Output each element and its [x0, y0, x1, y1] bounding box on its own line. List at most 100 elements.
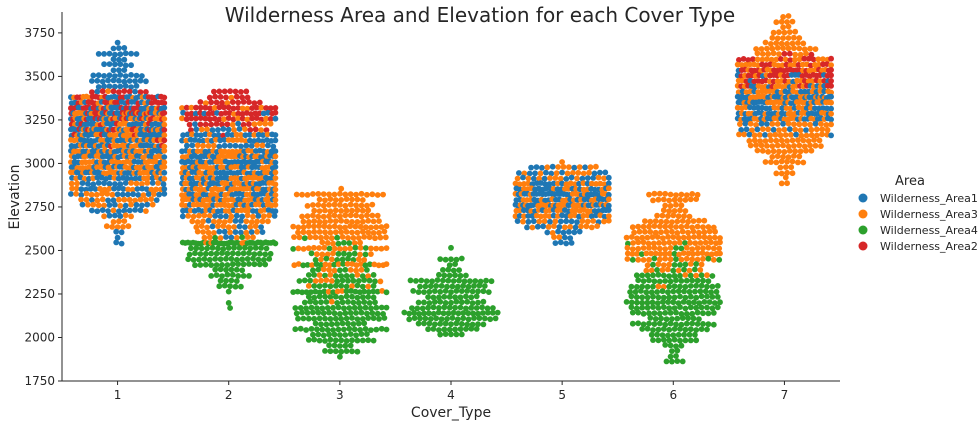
data-point: [359, 218, 366, 225]
data-point: [570, 170, 576, 176]
data-point: [204, 137, 211, 144]
data-point: [666, 273, 673, 279]
data-point: [188, 115, 195, 122]
data-point: [411, 315, 418, 321]
data-point: [133, 202, 140, 208]
data-point: [789, 137, 796, 144]
data-point: [311, 315, 318, 322]
data-point: [494, 309, 501, 316]
data-point: [74, 180, 80, 187]
data-point: [378, 224, 385, 230]
data-point: [458, 321, 465, 327]
data-points: [68, 13, 834, 365]
data-point: [120, 175, 126, 181]
data-point: [308, 326, 315, 332]
data-point: [414, 305, 421, 312]
data-point: [362, 326, 369, 332]
data-point: [665, 234, 671, 240]
data-point: [445, 310, 452, 317]
data-point: [364, 191, 370, 198]
data-point: [787, 57, 794, 63]
data-point: [350, 277, 357, 284]
data-point: [425, 304, 431, 311]
data-point: [353, 212, 359, 219]
data-point: [536, 218, 543, 225]
data-point: [544, 164, 551, 171]
data-point: [156, 191, 163, 198]
data-point: [774, 35, 781, 42]
data-point: [342, 332, 349, 338]
data-point: [476, 282, 483, 289]
data-point: [331, 267, 338, 274]
data-point: [526, 170, 533, 177]
data-point: [370, 315, 377, 322]
data-point: [243, 218, 250, 225]
data-point: [211, 115, 218, 122]
data-point: [546, 213, 553, 220]
data-point: [256, 120, 263, 127]
data-point: [346, 305, 353, 311]
data-point: [242, 244, 248, 251]
data-point: [189, 131, 195, 138]
data-point: [95, 72, 102, 79]
data-point: [738, 126, 745, 133]
data-point: [689, 310, 696, 317]
data-point: [702, 239, 709, 246]
data-point: [685, 229, 691, 236]
data-point: [153, 197, 160, 204]
data-point: [112, 51, 118, 58]
data-point: [762, 138, 769, 144]
data-point: [334, 288, 341, 295]
data-point: [115, 185, 122, 192]
data-point: [227, 283, 234, 290]
data-point: [698, 304, 705, 311]
data-point: [776, 51, 782, 57]
data-point: [225, 245, 232, 251]
data-point: [106, 83, 113, 90]
data-point: [450, 309, 457, 316]
data-point: [705, 321, 712, 328]
data-point: [605, 185, 612, 192]
data-point: [316, 272, 323, 278]
data-point: [192, 110, 199, 117]
data-point: [563, 213, 570, 219]
data-point: [112, 61, 118, 68]
data-point: [81, 175, 88, 182]
data-point: [179, 137, 185, 144]
data-point: [326, 224, 333, 230]
data-point: [655, 337, 662, 344]
data-point: [687, 304, 694, 311]
data-point: [196, 212, 202, 219]
data-point: [669, 228, 675, 235]
data-point: [665, 299, 671, 305]
data-point: [551, 223, 557, 230]
data-point: [754, 126, 761, 133]
data-point: [242, 138, 249, 144]
data-point: [669, 316, 675, 322]
data-point: [665, 332, 671, 339]
data-point: [828, 83, 834, 89]
data-point: [602, 169, 609, 176]
data-point: [198, 245, 205, 252]
data-point: [646, 191, 652, 198]
data-point: [450, 278, 457, 284]
data-point: [818, 143, 824, 150]
data-point: [370, 230, 377, 236]
data-point: [681, 266, 687, 273]
data-point: [667, 256, 674, 263]
data-point: [290, 223, 297, 230]
data-point: [701, 229, 708, 236]
data-point: [624, 256, 631, 262]
data-point: [782, 174, 789, 181]
data-point: [338, 185, 345, 192]
data-point: [828, 78, 834, 84]
y-tick-label: 3000: [24, 156, 55, 170]
data-point: [126, 78, 133, 84]
data-point: [119, 191, 126, 198]
data-point: [750, 56, 756, 63]
data-point: [69, 175, 75, 181]
data-point: [422, 315, 429, 322]
data-point: [238, 132, 244, 138]
data-point: [260, 213, 267, 220]
data-point: [680, 250, 687, 256]
